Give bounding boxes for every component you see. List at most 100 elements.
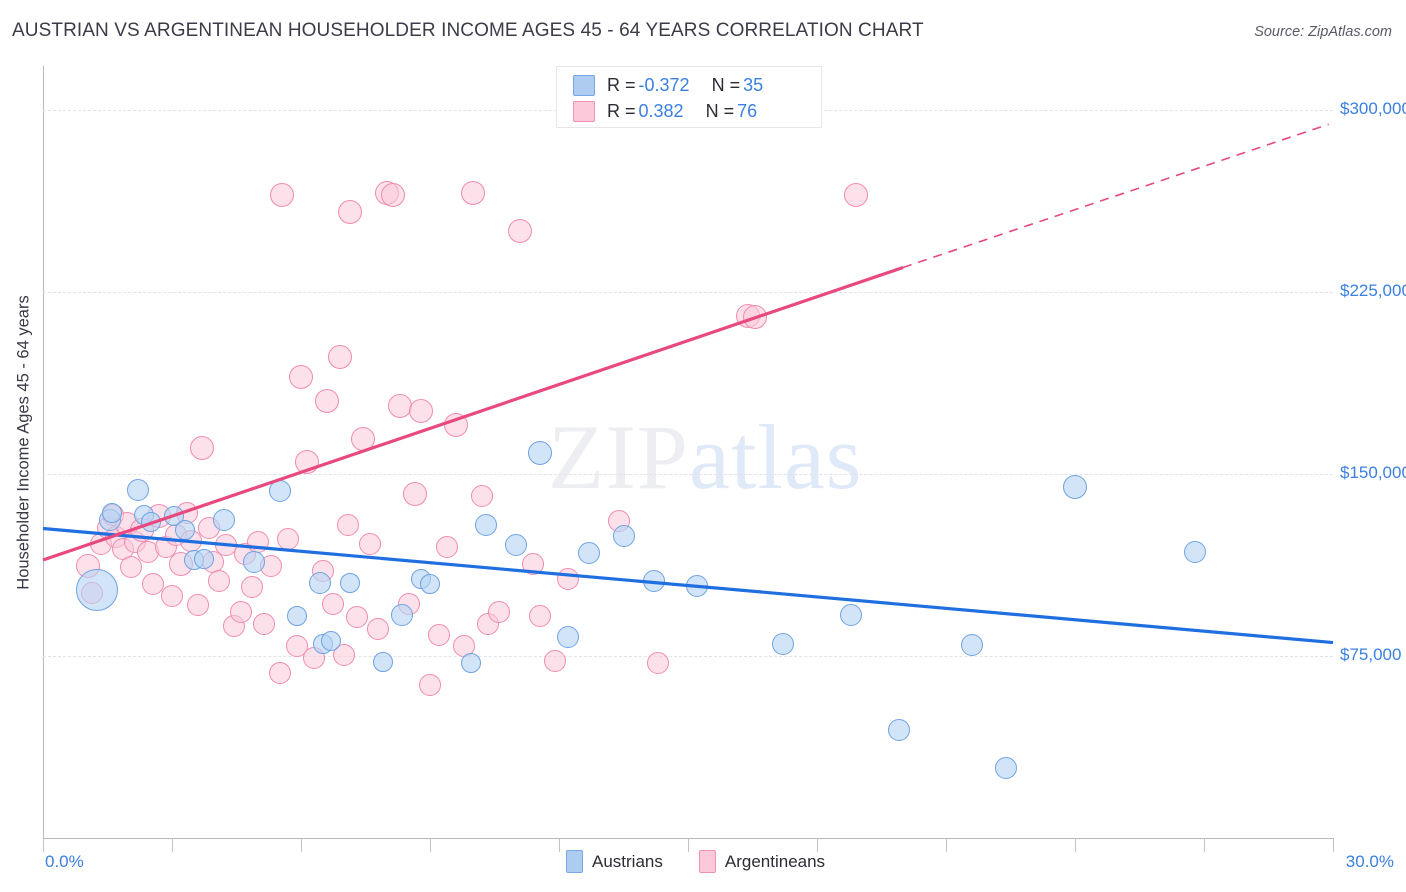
legend-argentineans-icon[interactable] — [698, 850, 716, 873]
data-point-argentineans[interactable] — [409, 398, 434, 423]
data-point-austrians[interactable] — [771, 632, 794, 655]
data-point-argentineans[interactable] — [253, 613, 276, 636]
data-point-argentineans[interactable] — [186, 593, 209, 616]
y-axis-tick-label: $75,000 — [1340, 644, 1402, 664]
data-point-austrians[interactable] — [101, 502, 122, 523]
data-point-argentineans[interactable] — [277, 528, 300, 551]
data-point-argentineans[interactable] — [461, 181, 485, 206]
n-label: N = — [711, 74, 741, 95]
x-axis-tick — [430, 838, 431, 852]
data-point-argentineans[interactable] — [141, 573, 164, 596]
data-point-argentineans[interactable] — [358, 533, 381, 556]
x-axis-tick — [946, 838, 947, 852]
y-axis-tick-label: $300,000 — [1340, 98, 1406, 118]
data-point-austrians[interactable] — [286, 605, 307, 626]
correlation-legend: R = -0.372 N = 35 R = 0.382 N = 76 — [556, 66, 822, 128]
data-point-argentineans[interactable] — [419, 674, 441, 697]
x-axis-tick — [43, 838, 44, 852]
data-point-austrians[interactable] — [309, 572, 332, 595]
correlation-row-argentineans: R = 0.382 N = 76 — [573, 98, 757, 124]
data-point-argentineans[interactable] — [345, 606, 368, 629]
data-point-austrians[interactable] — [685, 574, 708, 597]
data-point-argentineans[interactable] — [742, 305, 767, 330]
data-point-austrians[interactable] — [391, 603, 414, 626]
gridline — [43, 291, 1333, 293]
data-point-argentineans[interactable] — [161, 585, 183, 608]
data-point-austrians[interactable] — [556, 625, 579, 648]
data-point-argentineans[interactable] — [337, 513, 360, 536]
data-point-austrians[interactable] — [505, 534, 527, 557]
gridline — [43, 473, 1333, 475]
data-point-austrians[interactable] — [642, 569, 665, 592]
data-point-argentineans[interactable] — [402, 482, 427, 507]
data-point-austrians[interactable] — [268, 479, 291, 502]
legend-argentineans-label[interactable]: Argentineans — [724, 851, 826, 871]
data-point-argentineans[interactable] — [268, 661, 291, 684]
data-point-argentineans[interactable] — [508, 219, 533, 244]
data-point-argentineans[interactable] — [327, 345, 352, 370]
data-point-austrians[interactable] — [612, 524, 635, 547]
data-point-austrians[interactable] — [174, 519, 195, 540]
data-point-argentineans[interactable] — [427, 624, 450, 647]
series-legend: Austrians Argentineans — [566, 850, 825, 873]
data-point-austrians[interactable] — [995, 756, 1018, 779]
data-point-argentineans[interactable] — [843, 182, 868, 207]
data-point-austrians[interactable] — [578, 541, 601, 564]
data-point-argentineans[interactable] — [240, 575, 263, 598]
data-point-argentineans[interactable] — [528, 604, 551, 627]
data-point-argentineans[interactable] — [247, 530, 269, 553]
legend-austrians-icon[interactable] — [566, 850, 583, 873]
data-point-austrians[interactable] — [194, 548, 215, 569]
data-point-argentineans[interactable] — [443, 413, 468, 438]
data-point-argentineans[interactable] — [367, 618, 390, 641]
data-point-argentineans[interactable] — [269, 182, 294, 207]
x-axis-tick — [688, 838, 689, 852]
data-point-austrians[interactable] — [527, 441, 552, 466]
data-point-argentineans[interactable] — [333, 643, 355, 666]
data-point-argentineans[interactable] — [543, 649, 566, 672]
x-axis-tick — [1204, 838, 1205, 852]
data-point-austrians[interactable] — [420, 574, 440, 595]
data-point-argentineans[interactable] — [387, 393, 412, 418]
data-point-argentineans[interactable] — [381, 182, 406, 207]
data-point-argentineans[interactable] — [229, 601, 252, 624]
data-point-austrians[interactable] — [1184, 540, 1207, 563]
data-point-austrians[interactable] — [460, 653, 481, 674]
data-point-argentineans[interactable] — [436, 535, 459, 558]
data-point-austrians[interactable] — [372, 651, 393, 672]
data-point-argentineans[interactable] — [646, 652, 669, 675]
data-point-austrians[interactable] — [212, 508, 235, 531]
y-axis-tick-label: $225,000 — [1340, 280, 1406, 300]
n-label: N = — [705, 100, 735, 121]
legend-austrians-label[interactable]: Austrians — [592, 851, 663, 871]
data-point-argentineans[interactable] — [190, 436, 215, 461]
data-point-austrians[interactable] — [140, 512, 161, 533]
n-value-austrians: 35 — [743, 74, 764, 95]
data-point-austrians[interactable] — [960, 634, 983, 656]
austrians-swatch-icon — [573, 74, 595, 96]
data-point-austrians[interactable] — [474, 513, 497, 536]
data-point-argentineans[interactable] — [314, 389, 339, 414]
data-point-argentineans[interactable] — [470, 484, 493, 507]
data-point-argentineans[interactable] — [289, 364, 313, 389]
data-point-austrians[interactable] — [242, 551, 265, 574]
n-value-argentineans: 76 — [737, 100, 758, 121]
data-point-argentineans[interactable] — [322, 592, 345, 615]
data-point-austrians[interactable] — [340, 573, 361, 594]
data-point-argentineans[interactable] — [351, 426, 376, 451]
x-axis-min-label: 0.0% — [45, 852, 84, 871]
data-point-argentineans[interactable] — [120, 556, 143, 579]
data-point-argentineans[interactable] — [295, 449, 320, 474]
data-point-austrians[interactable] — [887, 718, 910, 741]
data-point-austrians[interactable] — [126, 478, 149, 501]
data-point-argentineans[interactable] — [338, 199, 363, 224]
x-axis-tick — [172, 838, 173, 852]
data-point-austrians[interactable] — [75, 569, 118, 612]
data-point-austrians[interactable] — [1063, 475, 1087, 500]
data-point-argentineans[interactable] — [208, 569, 231, 592]
x-axis-tick — [301, 838, 302, 852]
data-point-argentineans[interactable] — [522, 552, 545, 575]
data-point-argentineans[interactable] — [487, 601, 510, 624]
data-point-austrians[interactable] — [840, 603, 863, 626]
data-point-argentineans[interactable] — [556, 568, 579, 591]
